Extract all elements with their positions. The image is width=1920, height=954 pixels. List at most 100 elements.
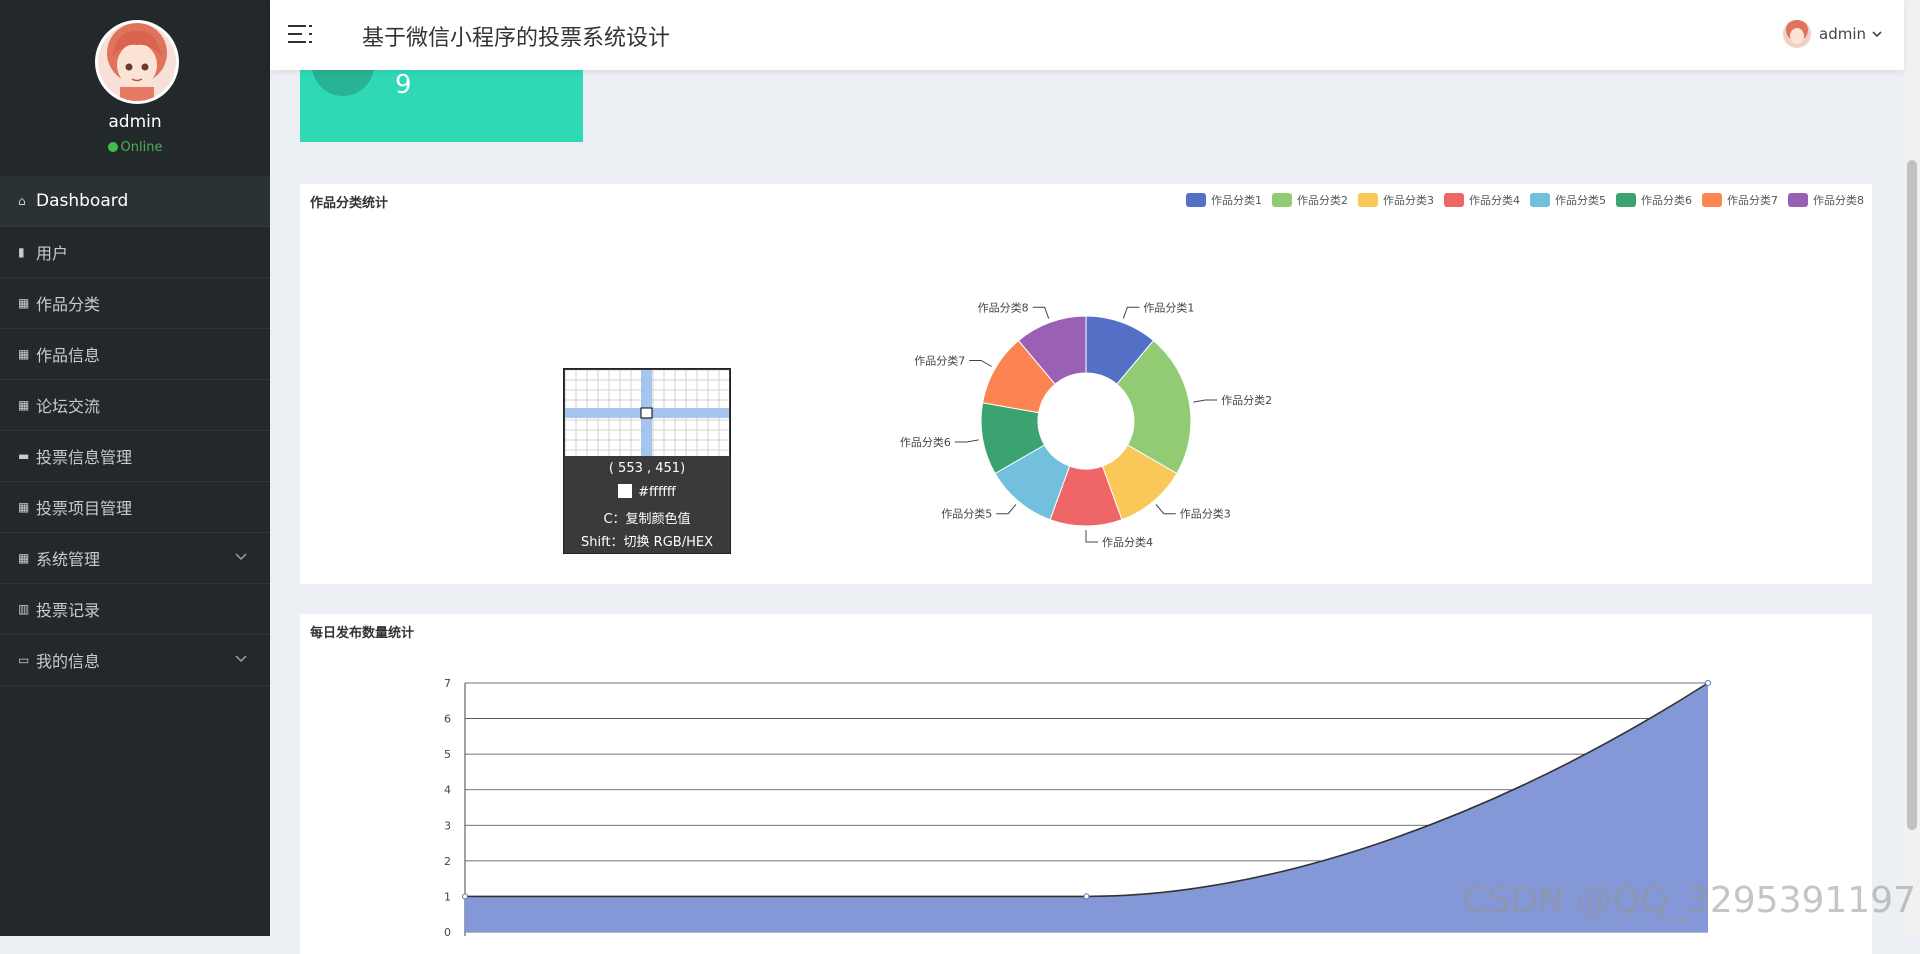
picker-hex-text: #ffffff xyxy=(638,485,676,500)
chevron-down-icon xyxy=(235,655,247,663)
legend-item[interactable]: 作品分类1 xyxy=(1186,192,1262,208)
scrollbar-thumb[interactable] xyxy=(1907,160,1917,830)
ticket-icon: ▬ xyxy=(18,449,30,463)
profile-block: admin Online xyxy=(0,0,270,176)
pie-slice[interactable] xyxy=(1017,315,1087,385)
y-tick-label: 3 xyxy=(444,819,451,832)
online-status: Online xyxy=(0,140,270,155)
pie-chart: 作品分类1 作品分类2 作品分类3 作品分类4 作品分类5 作品分类6 作品分类7 作品分类8 xyxy=(900,300,1272,549)
y-tick-label: 6 xyxy=(444,713,451,726)
picker-color-value: #ffffff xyxy=(564,484,730,500)
panel-title: 每日发布数量统计 xyxy=(310,626,415,641)
sidebar-item-work-info[interactable]: ▦ 作品信息 xyxy=(0,329,270,380)
picker-tip-shift: Shift：切换 RGB/HEX xyxy=(581,535,713,550)
sidebar-item-label: 作品分类 xyxy=(36,295,101,314)
user-menu[interactable]: admin xyxy=(1783,20,1884,48)
pie-leader-line xyxy=(1122,306,1140,319)
legend-item[interactable]: 作品分类8 xyxy=(1788,192,1864,208)
legend-label: 作品分类5 xyxy=(1555,194,1606,207)
sidebar-item-label: Dashboard xyxy=(36,191,129,211)
data-point[interactable] xyxy=(1705,680,1711,686)
sidebar-item-label: 投票记录 xyxy=(36,601,101,620)
pie-slice-label: 作品分类6 xyxy=(900,435,951,449)
picker-coordinates: ( 553 , 451) xyxy=(608,461,686,476)
grid-icon: ▦ xyxy=(18,347,30,361)
legend-label: 作品分类2 xyxy=(1297,194,1348,207)
data-point[interactable] xyxy=(1083,893,1090,900)
legend-item[interactable]: 作品分类3 xyxy=(1358,192,1434,208)
color-swatch xyxy=(618,484,633,498)
avatar xyxy=(1783,20,1811,48)
sidebar-menu: ⌂ Dashboard ▮ 用户 ▦ 作品分类 ▦ 作品信息 ▦ 论坛交流 ▬ … xyxy=(0,176,270,686)
sidebar-item-vote-project[interactable]: ▦ 投票项目管理 xyxy=(0,482,270,533)
pie-leader-line xyxy=(996,504,1017,515)
sidebar-item-label: 用户 xyxy=(36,244,69,263)
pie-leader-line xyxy=(1085,530,1098,543)
pie-leader-line xyxy=(954,439,979,443)
pie-slice-label: 作品分类3 xyxy=(1180,507,1231,521)
sidebar-item-users[interactable]: ▮ 用户 xyxy=(0,227,270,278)
pie-leader-line xyxy=(1032,306,1050,319)
y-tick-label: 2 xyxy=(444,855,451,868)
y-tick-label: 4 xyxy=(444,784,451,797)
magnifier-grid xyxy=(564,369,729,456)
user-name: admin xyxy=(1819,25,1866,43)
category-stats-panel: 作品分类统计 作品分类1 作品分类2 作品分类3 作品分类4 作品分类5 作品分类6 作品分… xyxy=(300,184,1872,584)
status-dot-icon xyxy=(107,142,118,152)
top-bar: 基于微信小程序的投票系统设计 admin xyxy=(270,0,1904,70)
legend-item[interactable]: 作品分类4 xyxy=(1444,192,1520,208)
legend-swatch xyxy=(1788,193,1808,207)
legend-swatch xyxy=(1358,193,1378,207)
grid-icon: ▦ xyxy=(18,296,30,310)
menu-toggle-icon[interactable] xyxy=(288,22,314,46)
picker-tip-copy: C：复制颜色值 xyxy=(603,512,691,527)
data-point[interactable] xyxy=(462,893,468,900)
sidebar-item-vote-records[interactable]: ▥ 投票记录 xyxy=(0,584,270,635)
status-text: Online xyxy=(120,140,163,155)
sidebar-item-label: 系统管理 xyxy=(36,550,101,569)
pie-slice[interactable] xyxy=(1116,339,1192,475)
app-title: 基于微信小程序的投票系统设计 xyxy=(362,26,671,51)
legend-label: 作品分类6 xyxy=(1641,194,1692,207)
grid-icon: ▦ xyxy=(18,500,30,514)
sidebar-item-forum[interactable]: ▦ 论坛交流 xyxy=(0,380,270,431)
legend-item[interactable]: 作品分类6 xyxy=(1616,192,1692,208)
legend-swatch xyxy=(1616,193,1636,207)
chart-legend: 作品分类1 作品分类2 作品分类3 作品分类4 作品分类5 作品分类6 作品分类7 作品分类8 xyxy=(1176,192,1864,208)
sidebar-item-my-info[interactable]: ▭ 我的信息 xyxy=(0,635,270,686)
legend-swatch xyxy=(1702,193,1722,207)
legend-item[interactable]: 作品分类7 xyxy=(1702,192,1778,208)
pie-slice-label: 作品分类4 xyxy=(1102,535,1153,549)
color-picker-overlay: ( 553 , 451) #ffffff C：复制颜色值 Shift：切换 RG… xyxy=(563,368,731,554)
legend-item[interactable]: 作品分类5 xyxy=(1530,192,1606,208)
legend-label: 作品分类1 xyxy=(1211,194,1262,207)
avatar[interactable] xyxy=(95,20,179,104)
legend-item[interactable]: 作品分类2 xyxy=(1272,192,1348,208)
sidebar-item-label: 作品信息 xyxy=(36,346,101,365)
home-icon: ⌂ xyxy=(18,194,26,208)
bar-chart-icon: ▥ xyxy=(18,602,30,616)
users-icon: ▮ xyxy=(18,245,25,259)
stat-value: 9 xyxy=(395,70,412,100)
pie-leader-line xyxy=(1193,399,1218,403)
card-icon: ▭ xyxy=(18,653,30,667)
sidebar-item-label: 投票信息管理 xyxy=(36,448,133,467)
grid-icon: ▦ xyxy=(18,551,30,565)
pie-slice-label: 作品分类1 xyxy=(1143,300,1194,314)
pie-leader-line xyxy=(969,360,992,367)
sidebar-item-system[interactable]: ▦ 系统管理 xyxy=(0,533,270,584)
sidebar-item-work-category[interactable]: ▦ 作品分类 xyxy=(0,278,270,329)
sidebar-item-vote-info[interactable]: ▬ 投票信息管理 xyxy=(0,431,270,482)
sidebar-item-dashboard[interactable]: ⌂ Dashboard xyxy=(0,176,270,227)
sidebar: admin Online ⌂ Dashboard ▮ 用户 ▦ 作品分类 ▦ 作… xyxy=(0,0,270,936)
sidebar-item-label: 论坛交流 xyxy=(36,397,101,416)
panel-title: 作品分类统计 xyxy=(310,196,389,211)
legend-swatch xyxy=(1444,193,1464,207)
legend-label: 作品分类4 xyxy=(1469,194,1520,207)
page-scrollbar[interactable] xyxy=(1904,0,1920,936)
chevron-down-icon xyxy=(235,553,247,561)
y-tick-label: 7 xyxy=(444,677,451,690)
y-tick-label: 0 xyxy=(444,926,451,939)
pie-slice-label: 作品分类5 xyxy=(941,507,992,521)
daily-publish-panel: 每日发布数量统计 0 1 2 3 4 5 6 7 xyxy=(300,614,1872,954)
